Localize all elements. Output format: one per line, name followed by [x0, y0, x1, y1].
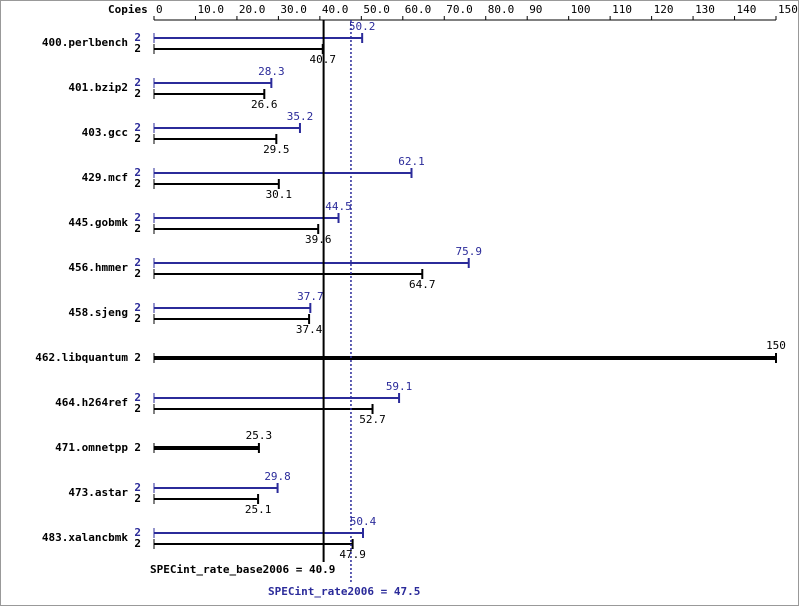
x-tick-label: 100: [571, 3, 591, 16]
copies-label: 2: [134, 87, 141, 100]
category-label: 403.gcc: [82, 126, 128, 139]
value-label: 30.1: [266, 188, 293, 201]
copies-label: 2: [134, 211, 141, 224]
category-label: 445.gobmk: [68, 216, 128, 229]
value-label: 37.4: [296, 323, 323, 336]
x-tick-label: 130: [695, 3, 715, 16]
value-label: 59.1: [386, 380, 413, 393]
category-label: 471.omnetpp: [55, 441, 128, 454]
category-label: 462.libquantum: [35, 351, 128, 364]
copies-label: 2: [134, 76, 141, 89]
copies-label: 2: [134, 121, 141, 134]
category-label: 458.sjeng: [68, 306, 128, 319]
x-tick-label: 10.0: [197, 3, 224, 16]
copies-label: 2: [134, 441, 141, 454]
value-label: 64.7: [409, 278, 436, 291]
value-label: 39.6: [305, 233, 332, 246]
x-tick-label: 120: [654, 3, 674, 16]
value-label: 50.4: [350, 515, 377, 528]
reference-label: SPECint_rate_base2006 = 40.9: [150, 563, 335, 576]
value-label: 35.2: [287, 110, 314, 123]
copies-label: 2: [134, 222, 141, 235]
copies-header: Copies: [108, 3, 148, 16]
x-tick-label: 50.0: [363, 3, 390, 16]
value-label: 47.9: [339, 548, 366, 561]
copies-label: 2: [134, 391, 141, 404]
copies-label: 2: [134, 256, 141, 269]
value-label: 75.9: [455, 245, 482, 258]
category-label: 473.astar: [68, 486, 128, 499]
value-label: 25.1: [245, 503, 272, 516]
copies-label: 2: [134, 267, 141, 280]
value-label: 62.1: [398, 155, 425, 168]
x-tick-label: 0: [156, 3, 163, 16]
x-tick-label: 70.0: [446, 3, 473, 16]
copies-label: 2: [134, 301, 141, 314]
copies-label: 2: [134, 132, 141, 145]
category-label: 483.xalancbmk: [42, 531, 128, 544]
copies-label: 2: [134, 492, 141, 505]
x-tick-label: 30.0: [280, 3, 307, 16]
category-label: 400.perlbench: [42, 36, 128, 49]
value-label: 28.3: [258, 65, 285, 78]
x-tick-label: 80.0: [488, 3, 515, 16]
category-label: 464.h264ref: [55, 396, 128, 409]
copies-label: 2: [134, 402, 141, 415]
x-tick-label: 140: [737, 3, 757, 16]
value-label: 29.8: [264, 470, 291, 483]
x-tick-label: 20.0: [239, 3, 266, 16]
value-label: 52.7: [359, 413, 386, 426]
x-tick-label: 60.0: [405, 3, 432, 16]
copies-label: 2: [134, 526, 141, 539]
x-tick-label: 40.0: [322, 3, 349, 16]
copies-label: 2: [134, 42, 141, 55]
copies-label: 2: [134, 351, 141, 364]
category-label: 456.hmmer: [68, 261, 128, 274]
copies-label: 2: [134, 31, 141, 44]
x-tick-label: 110: [612, 3, 632, 16]
copies-label: 2: [134, 481, 141, 494]
category-label: 429.mcf: [82, 171, 128, 184]
value-label: 29.5: [263, 143, 290, 156]
value-label: 150: [766, 339, 786, 352]
reference-label: SPECint_rate2006 = 47.5: [268, 585, 420, 598]
copies-label: 2: [134, 177, 141, 190]
value-label: 26.6: [251, 98, 278, 111]
category-label: 401.bzip2: [68, 81, 128, 94]
value-label: 37.7: [297, 290, 324, 303]
copies-label: 2: [134, 537, 141, 550]
copies-label: 2: [134, 166, 141, 179]
value-label: 50.2: [349, 20, 376, 33]
copies-label: 2: [134, 312, 141, 325]
x-tick-label: 150: [778, 3, 798, 16]
value-label: 44.5: [325, 200, 352, 213]
x-tick-label: 90: [529, 3, 542, 16]
value-label: 25.3: [246, 429, 273, 442]
